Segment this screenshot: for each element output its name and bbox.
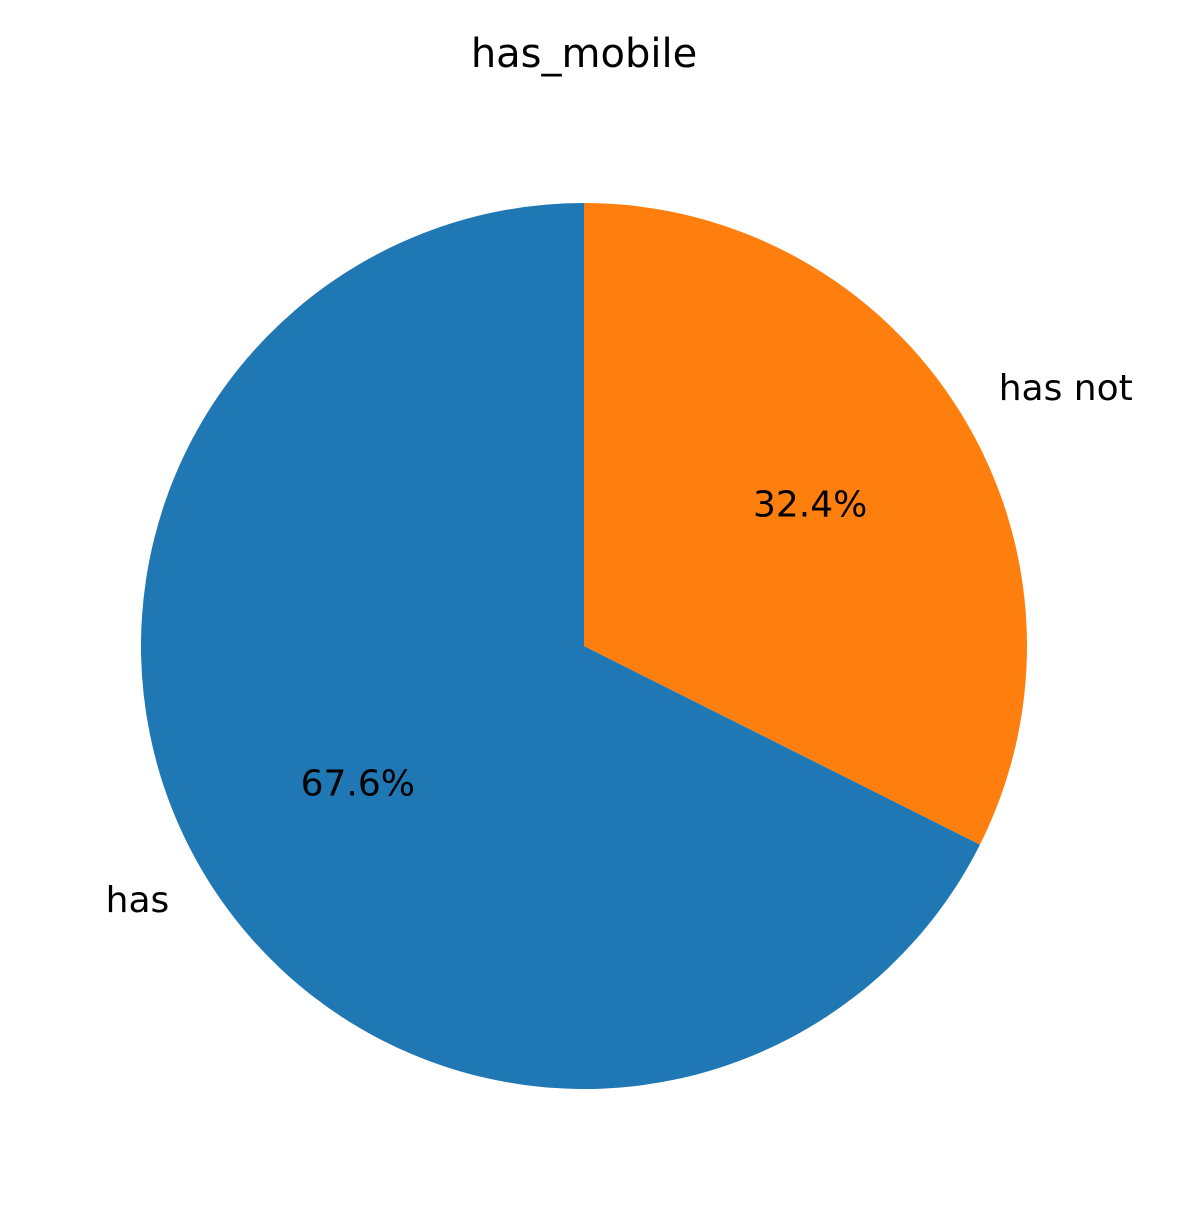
pie-slice-has-not: [584, 203, 1028, 845]
slice-percent-label: 32.4%: [753, 484, 867, 525]
slice-label: has: [106, 880, 170, 921]
slice-label: has not: [999, 368, 1133, 409]
pie-slice-has: [141, 203, 980, 1089]
slice-percent-label: 67.6%: [301, 764, 415, 805]
pie-slices: [141, 203, 1028, 1089]
pie-labels: has 67.6% has not 32.4%: [106, 368, 1133, 921]
chart-title: has_mobile: [471, 31, 697, 77]
